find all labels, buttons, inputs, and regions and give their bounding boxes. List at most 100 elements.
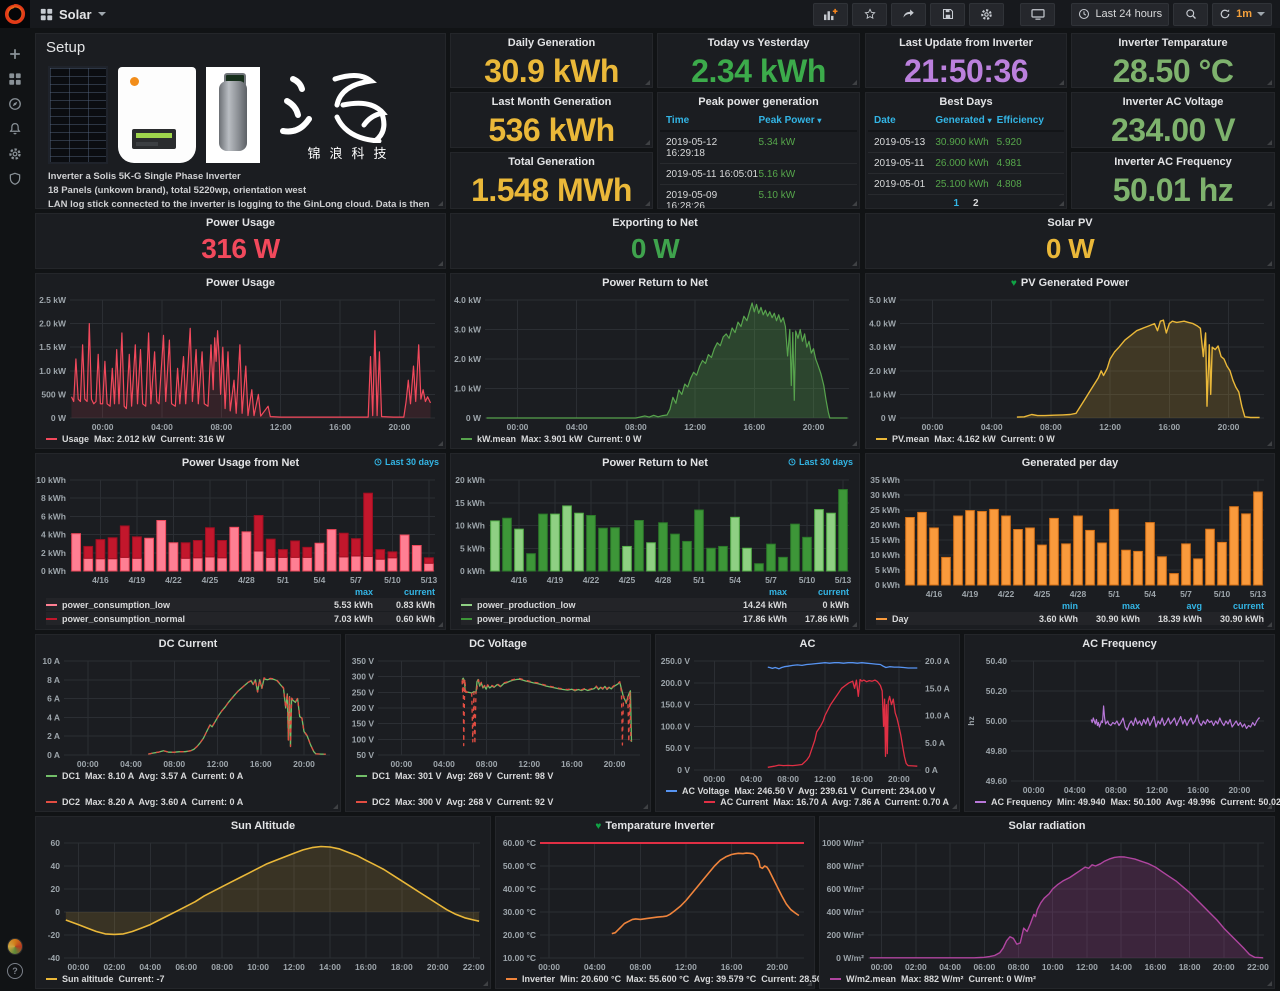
panel-title[interactable]: DC Voltage — [469, 638, 527, 650]
panel-title[interactable]: DC Current — [158, 638, 218, 650]
legend-item[interactable]: Day 3.60 kWh 30.90 kWh 18.39 kWh 30.90 kWh — [876, 612, 1264, 625]
chart-legend[interactable]: DC1 Max: 301 V Avg: 269 V Current: 98 V D… — [346, 770, 650, 811]
column-header[interactable]: Efficiency — [996, 115, 1044, 126]
panel-title[interactable]: Power Usage — [205, 217, 276, 229]
share-button[interactable] — [891, 2, 927, 26]
user-avatar[interactable] — [7, 937, 23, 955]
panel-title[interactable]: Best Days — [939, 96, 993, 108]
column-header[interactable]: Generated ▾ — [935, 115, 992, 126]
panel-title[interactable]: Solar PV — [1047, 217, 1093, 229]
panel-title[interactable]: Last Update from Inverter — [899, 37, 1033, 49]
legend-item[interactable]: W/m2.mean Max: 882 W/m² Current: 0 W/m² — [830, 974, 1036, 984]
svg-text:5/13: 5/13 — [1250, 589, 1267, 599]
panel-title[interactable]: Power Usage — [205, 277, 276, 289]
panel-title[interactable]: Sun Altitude — [230, 820, 296, 832]
sidebar-item-add[interactable] — [7, 46, 23, 62]
star-button[interactable] — [852, 2, 888, 26]
svg-text:5/7: 5/7 — [765, 575, 777, 585]
panel-title[interactable]: Solar radiation — [1008, 820, 1086, 832]
panel-title[interactable]: ♥ Temparature Inverter — [595, 820, 715, 832]
svg-text:16:00: 16:00 — [1145, 962, 1167, 972]
svg-text:20:00: 20:00 — [803, 422, 825, 432]
panel-title[interactable]: Power Usage from Net — [181, 457, 300, 469]
panel-title[interactable]: Setup — [46, 39, 86, 56]
svg-text:250.0 V: 250.0 V — [661, 656, 691, 666]
legend-item[interactable]: power_consumption_normal 7.03 kWh 0.60 kWh — [46, 612, 435, 625]
zoom-out-button[interactable] — [1173, 2, 1209, 26]
legend-item[interactable]: Inverter Min: 20.600 °C Max: 55.600 °C A… — [506, 974, 839, 984]
panel-title[interactable]: Inverter Temparature — [1118, 37, 1228, 49]
legend-item[interactable]: Sun altitude Current: -7 — [46, 974, 165, 984]
chart-legend[interactable]: Sun altitude Current: -7 — [36, 973, 490, 988]
svg-text:16:00: 16:00 — [355, 962, 377, 972]
add-panel-button[interactable] — [813, 2, 849, 26]
chart-legend[interactable]: max current power_production_low 14.24 kWh 0… — [451, 586, 859, 629]
sidebar-item-explore[interactable] — [7, 96, 23, 112]
legend-item[interactable]: power_production_normal 17.86 kWh 17.86 kW… — [461, 612, 849, 625]
sidebar-item-server-admin[interactable] — [7, 171, 23, 187]
legend-item[interactable]: DC1 Max: 301 V Avg: 269 V Current: 98 V — [356, 771, 553, 781]
legend-item[interactable]: power_consumption_low 5.53 kWh 0.83 kWh — [46, 598, 435, 611]
svg-text:600 W/m²: 600 W/m² — [827, 884, 864, 894]
column-header[interactable]: Time — [666, 115, 690, 126]
panel-title[interactable]: Generated per day — [1021, 457, 1119, 469]
chart-legend[interactable]: min max avg current Day 3.60 kWh 30.90 kWh 18.3… — [866, 600, 1274, 629]
panel-title[interactable]: Peak power generation — [698, 96, 819, 108]
dashboard-settings-button[interactable] — [969, 2, 1005, 26]
legend-item[interactable]: AC Voltage Max: 246.50 V Avg: 239.61 V C… — [666, 786, 949, 796]
panel-title[interactable]: Daily Generation — [507, 37, 596, 49]
legend-item[interactable]: AC Frequency Min: 49.940 Max: 50.100 Avg… — [975, 797, 1280, 807]
legend-item[interactable]: PV.mean Max: 4.162 kW Current: 0 W — [876, 434, 1055, 444]
panel-title[interactable]: Exporting to Net — [612, 217, 698, 229]
panel-title[interactable]: Power Return to Net — [602, 457, 708, 469]
legend-item[interactable]: AC Current Max: 16.70 A Avg: 7.86 A Curr… — [704, 797, 949, 807]
svg-text:20: 20 — [51, 884, 61, 894]
chart-legend[interactable]: max current power_consumption_low 5.53 kWh 0… — [36, 586, 445, 629]
chart-legend[interactable]: Inverter Min: 20.600 °C Max: 55.600 °C A… — [496, 973, 839, 988]
panel-title[interactable]: Inverter AC Frequency — [1114, 156, 1232, 168]
svg-text:22:00: 22:00 — [463, 962, 485, 972]
page-button[interactable]: 1 — [953, 198, 959, 208]
refresh-button[interactable]: 1m — [1212, 2, 1272, 26]
column-header[interactable]: Date — [874, 115, 896, 126]
svg-text:3.0 kW: 3.0 kW — [869, 342, 897, 352]
panel-title[interactable]: Last Month Generation — [491, 96, 612, 108]
legend-item[interactable]: DC2 Max: 300 V Avg: 268 V Current: 92 V — [356, 797, 553, 807]
chart-legend[interactable]: PV.mean Max: 4.162 kW Current: 0 W — [866, 433, 1274, 448]
legend-item[interactable]: DC1 Max: 8.10 A Avg: 3.57 A Current: 0 A — [46, 771, 243, 781]
help-button[interactable]: ? — [7, 963, 23, 979]
panel-title[interactable]: Inverter AC Voltage — [1122, 96, 1224, 108]
grafana-logo[interactable] — [0, 0, 30, 28]
sidebar-item-configuration[interactable] — [7, 146, 23, 162]
legend-item[interactable]: power_production_low 14.24 kWh 0 kWh — [461, 598, 849, 611]
chart-legend[interactable]: W/m2.mean Max: 882 W/m² Current: 0 W/m² — [820, 973, 1274, 988]
time-override-badge[interactable]: Last 30 days — [374, 457, 439, 467]
sidebar-item-dashboards[interactable] — [7, 71, 23, 87]
column-header[interactable]: Peak Power ▾ — [758, 115, 822, 126]
time-override-badge[interactable]: Last 30 days — [788, 457, 853, 467]
svg-text:08:00: 08:00 — [777, 774, 799, 784]
save-button[interactable] — [930, 2, 966, 26]
chart-legend[interactable]: AC Frequency Min: 49.940 Max: 50.100 Avg… — [965, 796, 1280, 811]
chart-legend[interactable]: kW.mean Max: 3.901 kW Current: 0 W — [451, 433, 859, 448]
page-button[interactable]: 2 — [973, 198, 979, 208]
panel-title[interactable]: AC — [799, 638, 816, 650]
panel-title[interactable]: Power Return to Net — [602, 277, 708, 289]
dashboard-picker[interactable]: Solar — [40, 7, 106, 22]
cycle-view-mode-button[interactable] — [1020, 2, 1056, 26]
chart-legend[interactable]: DC1 Max: 8.10 A Avg: 3.57 A Current: 0 A… — [36, 770, 340, 811]
panel-title[interactable]: Today vs Yesterday — [707, 37, 810, 49]
panel-title[interactable]: AC Frequency — [1082, 638, 1157, 650]
panel-pv-generated-graph: ♥ PV Generated Power 0 W 1.0 kW 2.0 kW 3.0 k… — [865, 273, 1275, 449]
legend-item[interactable]: Usage Max: 2.012 kW Current: 316 W — [46, 434, 225, 444]
panel-title[interactable]: ♥ PV Generated Power — [1010, 277, 1130, 289]
svg-text:00:00: 00:00 — [871, 962, 893, 972]
svg-text:00:00: 00:00 — [538, 962, 560, 972]
legend-item[interactable]: DC2 Max: 8.20 A Avg: 3.60 A Current: 0 A — [46, 797, 243, 807]
sidebar-item-alerting[interactable] — [7, 121, 23, 137]
legend-item[interactable]: kW.mean Max: 3.901 kW Current: 0 W — [461, 434, 642, 444]
chart-legend[interactable]: Usage Max: 2.012 kW Current: 316 W — [36, 433, 445, 448]
time-range-button[interactable]: Last 24 hours — [1071, 2, 1170, 26]
chart-legend[interactable]: AC Voltage Max: 246.50 V Avg: 239.61 V C… — [656, 785, 959, 811]
panel-title[interactable]: Total Generation — [508, 156, 595, 168]
